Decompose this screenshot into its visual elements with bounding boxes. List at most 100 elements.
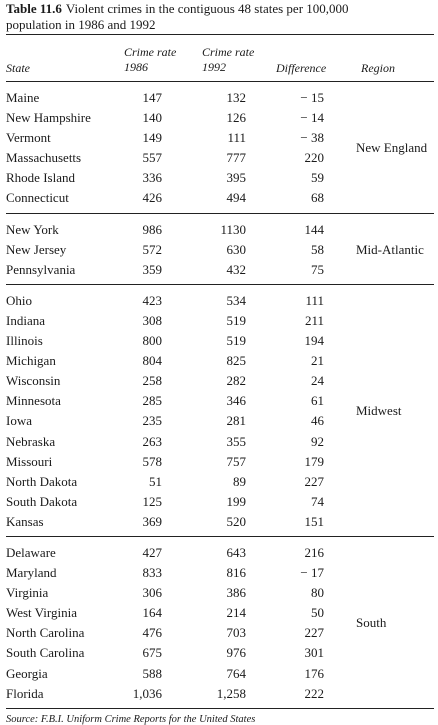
crime-rate-1986-cell: 125 <box>142 493 163 509</box>
header-crime-rate-1992-line1: Crime rate <box>202 45 255 59</box>
crime-rate-1986-cell: 588 <box>142 665 163 681</box>
group-divider <box>6 212 434 214</box>
state-cell: Indiana <box>6 312 45 328</box>
state-cell: South Carolina <box>6 645 85 661</box>
crime-rate-1986-cell: 1,036 <box>132 685 162 701</box>
crime-rate-1986-cell: 336 <box>142 170 163 186</box>
difference-cell: 144 <box>304 221 325 237</box>
crime-rate-1986-cell: 426 <box>142 190 163 206</box>
state-cell: Delaware <box>6 544 56 560</box>
crime-rate-1992-cell: 519 <box>226 312 247 328</box>
table-row: Missouri 578 757 179 <box>6 452 434 472</box>
difference-cell: 220 <box>304 150 325 166</box>
table-row: North Dakota 51 89 227 <box>6 472 434 492</box>
table-row: Pennsylvania 359 432 75 <box>6 260 434 280</box>
crime-rate-1992-cell: 395 <box>226 170 247 186</box>
caption-line-1: Violent crimes in the contiguous 48 stat… <box>65 1 349 16</box>
crime-rate-1986-cell: 427 <box>142 544 163 560</box>
crime-rate-1986-cell: 308 <box>142 312 163 328</box>
table-row: West Virginia 164 214 50 <box>6 603 434 623</box>
difference-cell: − 15 <box>300 90 324 105</box>
header-rule <box>6 81 434 82</box>
difference-cell: − 38 <box>300 130 324 146</box>
crime-rate-1986-cell: 359 <box>142 261 163 277</box>
crime-rate-1992-cell: 976 <box>226 645 247 661</box>
state-cell: Nebraska <box>6 433 56 449</box>
state-cell: Illinois <box>6 333 43 349</box>
difference-cell: 58 <box>311 241 324 257</box>
difference-cell: 21 <box>311 353 324 369</box>
crime-rate-1986-cell: 258 <box>142 373 163 389</box>
difference-cell: − 14 <box>300 110 324 126</box>
caption-line-2: population in 1986 and 1992 <box>6 17 156 32</box>
crime-rate-1986-cell: 423 <box>142 292 163 308</box>
crime-rate-1986-cell: 572 <box>142 241 163 257</box>
region-label: South <box>356 615 387 631</box>
state-cell: Wisconsin <box>6 373 61 389</box>
difference-cell: 92 <box>311 433 324 449</box>
crime-rate-1992-cell: 520 <box>226 513 247 529</box>
table-body: Maine 147 132 − 15 New Hampshire 140 126 − 14 Ve… <box>6 82 434 708</box>
crime-rate-1992-cell: 825 <box>226 353 247 369</box>
crime-rate-1992-cell: 764 <box>226 665 247 681</box>
difference-cell: 227 <box>304 625 325 641</box>
table-row: Connecticut 426 494 68 <box>6 188 434 208</box>
difference-cell: 176 <box>304 665 325 681</box>
crime-rate-1992-cell: 199 <box>226 493 247 509</box>
state-cell: New Jersey <box>6 241 67 257</box>
table-row: South Carolina 675 976 301 <box>6 643 434 663</box>
state-cell: Minnesota <box>6 393 61 409</box>
crime-rate-1992-cell: 126 <box>226 110 247 126</box>
crime-rate-1986-cell: 306 <box>142 585 163 601</box>
table-row: Rhode Island 336 395 59 <box>6 168 434 188</box>
header-crime-rate-1992-line2: 1992 <box>202 60 226 74</box>
state-cell: Kansas <box>6 513 44 529</box>
state-cell: North Carolina <box>6 625 85 641</box>
table-row: Massachusetts 557 777 220 <box>6 148 434 168</box>
crime-rate-1986-cell: 140 <box>142 110 163 126</box>
top-rule <box>6 34 434 35</box>
crime-rate-1986-cell: 800 <box>142 333 163 349</box>
group-divider <box>6 283 434 285</box>
table-number: Table 11.6 <box>6 1 62 16</box>
header-crime-rate-1986-line1: Crime rate <box>124 45 177 59</box>
difference-cell: 80 <box>311 585 324 601</box>
state-cell: Iowa <box>6 413 32 429</box>
state-cell: Pennsylvania <box>6 261 76 277</box>
table-row: Maine 147 132 − 15 <box>6 88 434 108</box>
header-region: Region <box>361 61 395 75</box>
difference-cell: 46 <box>311 413 324 429</box>
difference-cell: 194 <box>304 333 325 349</box>
crime-rate-1986-cell: 675 <box>142 645 163 661</box>
table-row: Michigan 804 825 21 <box>6 351 434 371</box>
table-row: Illinois 800 519 194 <box>6 331 434 351</box>
difference-cell: 24 <box>311 373 324 389</box>
state-cell: West Virginia <box>6 605 77 621</box>
crime-rate-1992-cell: 816 <box>226 565 247 581</box>
crime-rate-1986-cell: 369 <box>142 513 163 529</box>
table-header: State Crime rate 1986 Crime rate 1992 Di… <box>6 35 434 81</box>
state-cell: Florida <box>6 685 44 701</box>
crime-rate-1986-cell: 149 <box>142 130 163 146</box>
region-label: New England <box>356 140 428 156</box>
table-row: New Hampshire 140 126 − 14 <box>6 108 434 128</box>
crime-rate-1992-cell: 1130 <box>220 221 246 237</box>
crime-rate-1992-cell: 534 <box>226 292 247 308</box>
crime-rate-1992-cell: 757 <box>226 453 247 469</box>
region-group: New York 986 1130 144 New Jersey 572 630 58 Penn… <box>6 214 434 284</box>
region-group: Ohio 423 534 111 Indiana 308 519 211 Illinois 800… <box>6 285 434 536</box>
crime-rate-1986-cell: 263 <box>142 433 163 449</box>
table-caption: Table 11.6 Violent crimes in the contiguo… <box>6 1 434 34</box>
crime-rate-1986-cell: 476 <box>142 625 163 641</box>
crime-rate-1986-cell: 804 <box>142 353 163 369</box>
crime-rate-1992-cell: 703 <box>226 625 247 641</box>
difference-cell: 50 <box>311 605 324 621</box>
table-row: North Carolina 476 703 227 <box>6 623 434 643</box>
state-cell: Rhode Island <box>6 170 75 186</box>
region-group: Delaware 427 643 216 Maryland 833 816 − 17 Virgi… <box>6 537 434 708</box>
group-divider <box>6 535 434 537</box>
table-page: Table 11.6 Violent crimes in the contiguo… <box>6 0 434 725</box>
state-cell: Virginia <box>6 585 49 601</box>
difference-cell: 75 <box>311 261 324 277</box>
crime-rate-1992-cell: 777 <box>226 150 247 166</box>
